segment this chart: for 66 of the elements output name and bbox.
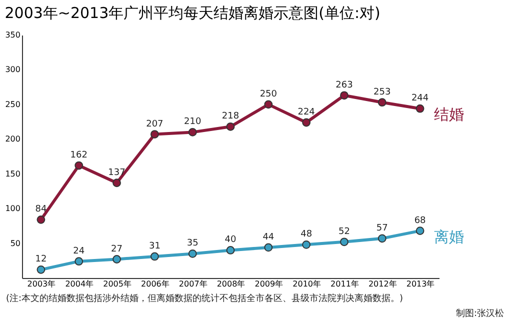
data-label: 40 — [224, 235, 236, 246]
data-label: 224 — [298, 107, 316, 118]
y-tick-label: 300 — [5, 65, 20, 74]
point — [74, 161, 84, 170]
point — [74, 257, 84, 266]
x-tick-label: 2009年 — [254, 280, 284, 288]
x-tick-label: 2012年 — [368, 280, 397, 288]
chart-title: 2003年~2013年广州平均每天结婚离婚示意图(单位:对) — [4, 4, 380, 22]
point — [112, 255, 121, 264]
data-label: 162 — [70, 150, 88, 161]
series-label: 结婚 — [434, 106, 464, 124]
y-tick-label: 250 — [5, 100, 20, 109]
point — [340, 238, 348, 246]
point — [416, 226, 424, 235]
x-tick-label: 2004年 — [65, 280, 94, 288]
point — [226, 246, 235, 254]
x-tick-label: 2013年 — [406, 280, 435, 288]
point — [340, 91, 348, 100]
y-tick-label: 150 — [5, 169, 20, 178]
y-tick-label: 50 — [10, 238, 20, 248]
data-label: 27 — [111, 244, 122, 254]
point — [150, 130, 159, 138]
point — [150, 252, 159, 261]
data-label: 48 — [300, 230, 312, 240]
point — [416, 104, 424, 113]
data-label: 84 — [35, 204, 47, 215]
y-tick-label: 200 — [5, 134, 20, 144]
point — [264, 243, 273, 252]
point — [226, 122, 235, 131]
data-label: 218 — [222, 112, 240, 122]
series-label: 离婚 — [434, 228, 464, 246]
point — [36, 215, 46, 224]
x-tick-label: 2008年 — [216, 280, 246, 288]
point — [36, 265, 46, 274]
point — [188, 128, 197, 136]
data-label: 210 — [184, 117, 202, 128]
data-label: 253 — [374, 87, 391, 98]
data-label: 207 — [146, 119, 164, 130]
data-label: 244 — [411, 94, 429, 104]
point — [302, 240, 311, 249]
point — [188, 250, 197, 258]
x-tick-label: 2007年 — [178, 280, 208, 288]
x-tick-label: 2005年 — [103, 280, 132, 288]
y-tick-label: 350 — [5, 30, 20, 40]
point — [378, 234, 386, 243]
data-label: 263 — [336, 80, 353, 90]
point — [264, 100, 273, 109]
data-label: 44 — [262, 232, 274, 242]
point — [378, 98, 386, 107]
data-label: 250 — [260, 89, 278, 100]
x-tick-label: 2006年 — [141, 280, 170, 288]
y-tick-label: 100 — [5, 204, 20, 214]
data-label: 24 — [73, 246, 85, 256]
data-label: 12 — [35, 254, 47, 265]
x-tick-label: 2003年 — [27, 280, 56, 288]
data-label: 68 — [414, 216, 426, 226]
data-label: 35 — [186, 238, 198, 249]
text: 制图:张汉松 — [454, 308, 504, 320]
data-label: 52 — [338, 226, 350, 237]
data-label: 31 — [148, 241, 160, 252]
text: (注:本文的结婚数据包括涉外结婚，但离婚数据的统计不包括全市各区、县级市法院判决离婚数据。) — [6, 292, 404, 305]
point — [302, 118, 311, 127]
x-tick-label: 2011年 — [330, 280, 359, 288]
data-label: 57 — [376, 223, 388, 234]
x-tick-label: 2010年 — [292, 280, 321, 288]
point — [112, 178, 121, 188]
